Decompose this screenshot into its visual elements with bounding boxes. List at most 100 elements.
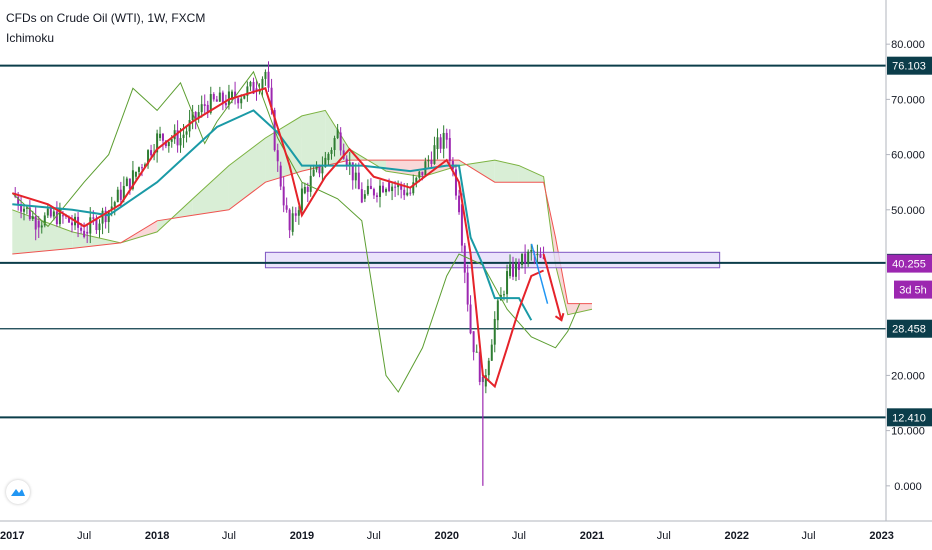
price-candle bbox=[122, 185, 125, 200]
cloud-segment bbox=[301, 110, 326, 172]
price-candle bbox=[98, 223, 101, 231]
price-candle bbox=[119, 189, 122, 200]
price-candle bbox=[321, 167, 324, 174]
price-candle bbox=[460, 204, 463, 246]
price-candle bbox=[156, 133, 159, 153]
price-candle bbox=[17, 196, 20, 206]
price-candle bbox=[249, 81, 252, 87]
price-candle bbox=[382, 185, 385, 193]
conversion-line bbox=[12, 87, 545, 389]
price-candle bbox=[131, 170, 134, 189]
price-candle bbox=[176, 130, 179, 146]
price-candle bbox=[182, 134, 185, 139]
price-candle bbox=[46, 208, 49, 216]
price-candle bbox=[300, 188, 303, 211]
price-candle bbox=[23, 208, 26, 212]
zone-rectangle bbox=[264, 251, 721, 269]
price-candle bbox=[237, 98, 240, 104]
price-candle bbox=[418, 171, 421, 178]
price-candle bbox=[458, 195, 461, 213]
price-candle bbox=[400, 184, 403, 190]
cloud-segment bbox=[228, 138, 266, 210]
price-candle bbox=[351, 162, 354, 181]
tradingview-logo-icon[interactable] bbox=[6, 480, 30, 504]
price-candle bbox=[137, 167, 140, 172]
price-candle bbox=[80, 227, 83, 231]
price-candle bbox=[385, 189, 388, 193]
price-candle bbox=[20, 205, 23, 212]
price-candle bbox=[197, 112, 200, 119]
price-candle bbox=[128, 178, 131, 189]
price-candle bbox=[303, 186, 306, 194]
price-candle bbox=[107, 210, 110, 223]
ichimoku-lines bbox=[11, 70, 581, 393]
time-tick-label: 2023 bbox=[869, 530, 893, 542]
price-candle bbox=[354, 172, 357, 181]
price-candle bbox=[490, 344, 493, 361]
price-candle bbox=[159, 133, 162, 139]
price-candle bbox=[297, 210, 300, 216]
price-candle bbox=[200, 104, 203, 113]
price-candle bbox=[454, 169, 457, 196]
price-candle bbox=[372, 189, 375, 196]
price-candle bbox=[512, 264, 515, 277]
price-candle bbox=[433, 145, 436, 164]
price-candle bbox=[231, 91, 234, 100]
price-candle bbox=[40, 225, 43, 228]
price-candle bbox=[442, 132, 445, 149]
price-candle bbox=[95, 218, 98, 231]
price-candle bbox=[252, 81, 255, 94]
price-candle bbox=[397, 184, 400, 188]
price-candle bbox=[406, 192, 409, 196]
horizontal-lines[interactable] bbox=[0, 64, 886, 419]
price-candle bbox=[524, 253, 527, 264]
price-candle bbox=[25, 207, 28, 209]
price-candle bbox=[221, 92, 224, 103]
price-tick-label: 20.000 bbox=[891, 370, 925, 382]
price-candle bbox=[394, 186, 397, 188]
price-candle bbox=[345, 158, 348, 166]
price-candle bbox=[539, 253, 542, 258]
price-candle bbox=[388, 182, 391, 192]
price-candle bbox=[366, 185, 369, 195]
price-candle bbox=[378, 185, 381, 197]
price-candle bbox=[336, 129, 339, 139]
price-candle bbox=[291, 213, 294, 232]
price-candle bbox=[333, 138, 336, 150]
time-tick-label: 2018 bbox=[145, 530, 169, 542]
price-candle bbox=[279, 165, 282, 187]
price-candle bbox=[339, 132, 342, 151]
price-label-badge bbox=[887, 56, 932, 75]
price-candle bbox=[28, 207, 31, 220]
price-candle bbox=[116, 189, 119, 203]
price-candle bbox=[412, 182, 415, 194]
price-candle bbox=[530, 250, 533, 252]
price-candle bbox=[357, 172, 360, 190]
time-tick-label: Jul bbox=[77, 530, 91, 542]
price-zone[interactable] bbox=[264, 251, 721, 269]
price-candle bbox=[466, 272, 469, 305]
time-tick-label: 2017 bbox=[0, 530, 24, 542]
price-candle bbox=[536, 253, 539, 256]
time-tick-label: Jul bbox=[802, 530, 816, 542]
cloud-segment bbox=[494, 160, 519, 183]
countdown-badge bbox=[894, 280, 932, 299]
price-candle bbox=[264, 71, 267, 79]
price-tick-label: 60.000 bbox=[891, 150, 925, 162]
annotations[interactable] bbox=[530, 243, 565, 322]
down-arrow-shaft bbox=[542, 253, 563, 321]
price-candle bbox=[324, 157, 327, 168]
base-line bbox=[12, 109, 533, 321]
price-candle bbox=[188, 120, 191, 132]
price-candle bbox=[348, 162, 351, 166]
price-candle bbox=[430, 160, 433, 164]
price-candle bbox=[212, 94, 215, 100]
price-candle bbox=[415, 177, 418, 183]
price-candle bbox=[55, 211, 58, 225]
price-label-text: 28.458 bbox=[892, 324, 926, 336]
price-candle bbox=[67, 216, 70, 223]
price-candle bbox=[472, 331, 475, 353]
price-candle bbox=[49, 208, 52, 217]
